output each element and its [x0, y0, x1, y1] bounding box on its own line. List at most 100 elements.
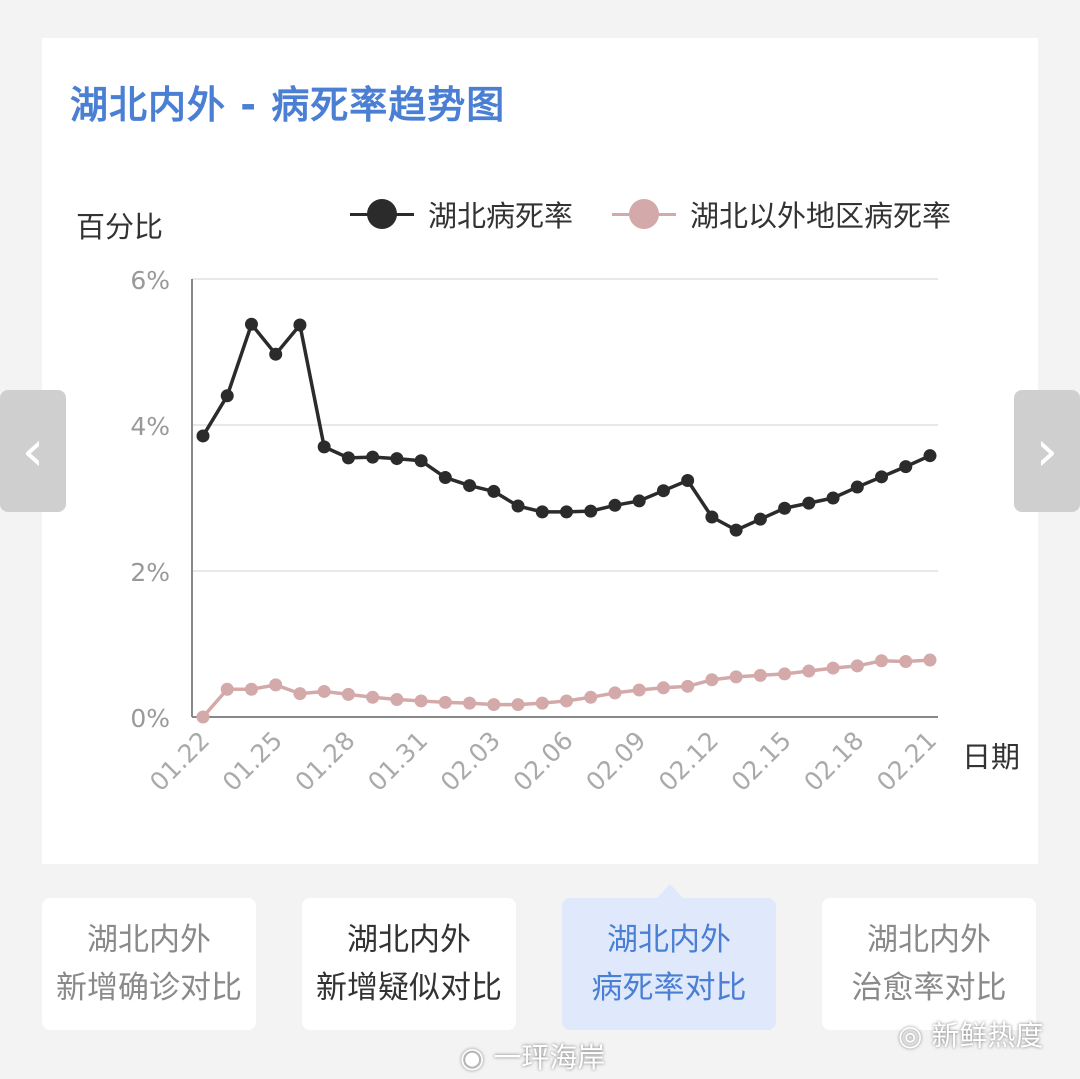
- data-point: [923, 449, 937, 463]
- data-point: [438, 695, 452, 709]
- tab-line1: 湖北内外: [87, 922, 211, 958]
- data-point: [632, 494, 646, 508]
- data-point: [293, 687, 307, 701]
- data-point: [196, 429, 210, 443]
- data-point: [535, 505, 549, 519]
- data-point: [317, 440, 331, 454]
- x-axis-label: 日期: [962, 740, 1021, 774]
- y-tick-label: 2%: [130, 558, 170, 587]
- data-point: [850, 480, 864, 494]
- data-point: [244, 317, 258, 331]
- x-tick-label: 01.31: [362, 726, 433, 797]
- data-point: [390, 692, 404, 706]
- x-tick-label: 02.15: [726, 726, 797, 797]
- weibo-watermark: ◉ 一玶海岸: [460, 1036, 605, 1076]
- data-point: [511, 698, 525, 712]
- data-point: [584, 690, 598, 704]
- prev-arrow-button[interactable]: ‹: [0, 390, 66, 512]
- legend-label-hubei: 湖北病死率: [428, 199, 574, 233]
- data-point: [511, 499, 525, 513]
- data-point: [608, 686, 622, 700]
- data-point: [244, 682, 258, 696]
- data-point: [220, 389, 234, 403]
- x-tick-label: 02.09: [580, 726, 651, 797]
- tab-line1: 湖北内外: [867, 922, 991, 958]
- legend-marker-hubei: [350, 199, 414, 229]
- y-tick-label: 6%: [130, 266, 170, 295]
- data-point: [341, 687, 355, 701]
- data-point: [802, 496, 816, 510]
- chart-card: [42, 38, 1038, 864]
- x-tick-label: 01.22: [144, 726, 215, 797]
- data-point: [729, 523, 743, 537]
- data-point: [826, 491, 840, 505]
- x-tick-label: 02.03: [435, 726, 506, 797]
- next-arrow-button[interactable]: ›: [1014, 390, 1080, 512]
- data-point: [463, 479, 477, 493]
- tab-line2: 治愈率对比: [851, 970, 1007, 1006]
- y-axis-label: 百分比: [76, 210, 164, 244]
- data-point: [487, 484, 501, 498]
- data-point: [656, 681, 670, 695]
- wechat-watermark-text: 新鲜热度: [931, 1019, 1044, 1052]
- weibo-icon: ◉: [460, 1041, 494, 1074]
- tab-line1: 湖北内外: [347, 922, 471, 958]
- series-line-1: [201, 658, 931, 719]
- data-point: [463, 696, 477, 710]
- tab-line2: 新增疑似对比: [316, 970, 502, 1006]
- series-line-0: [201, 322, 931, 532]
- data-point: [535, 696, 549, 710]
- data-point: [753, 512, 767, 526]
- y-tick-label: 4%: [130, 412, 170, 441]
- tab-fatality-rate[interactable]: 湖北内外 病死率对比: [562, 898, 776, 1030]
- data-point: [875, 470, 889, 484]
- legend-marker-outside-hubei: [612, 199, 676, 229]
- data-point: [632, 683, 646, 697]
- data-point: [826, 661, 840, 675]
- tab-new-confirmed[interactable]: 湖北内外 新增确诊对比: [42, 898, 256, 1030]
- data-point: [850, 659, 864, 673]
- weibo-watermark-text: 一玶海岸: [493, 1041, 606, 1074]
- data-point: [875, 654, 889, 668]
- x-tick-label: 02.12: [653, 726, 724, 797]
- y-tick-label: 0%: [130, 704, 170, 733]
- chart-title: 湖北内外 - 病死率趋势图: [70, 83, 506, 127]
- x-tick-label: 02.21: [871, 726, 942, 797]
- tab-new-suspected[interactable]: 湖北内外 新增疑似对比: [302, 898, 516, 1030]
- data-point: [729, 670, 743, 684]
- data-point: [560, 505, 573, 519]
- data-point: [390, 452, 404, 466]
- tab-line2: 新增确诊对比: [56, 970, 242, 1006]
- data-point: [899, 655, 913, 669]
- legend-item-outside-hubei[interactable]: 湖北以外地区病死率: [612, 193, 951, 235]
- data-point: [414, 454, 428, 468]
- data-point: [923, 653, 937, 667]
- data-point: [293, 318, 307, 332]
- chevron-left-icon: ‹: [21, 418, 45, 484]
- data-point: [560, 694, 573, 708]
- data-point: [753, 668, 767, 682]
- data-point: [802, 664, 816, 678]
- data-point: [366, 450, 380, 464]
- legend-item-hubei[interactable]: 湖北病死率: [350, 193, 573, 235]
- wechat-watermark: ◎ 新鲜热度: [898, 1014, 1043, 1054]
- chevron-right-icon: ›: [1035, 418, 1059, 484]
- data-point: [899, 460, 913, 474]
- x-tick-label: 01.25: [217, 726, 288, 797]
- data-point: [681, 679, 695, 693]
- tab-line2: 病死率对比: [591, 970, 747, 1006]
- data-point: [705, 510, 719, 524]
- data-point: [681, 473, 695, 487]
- data-point: [705, 673, 719, 687]
- data-point: [656, 484, 670, 498]
- x-tick-label: 02.06: [508, 726, 579, 797]
- data-point: [366, 690, 380, 704]
- data-point: [778, 501, 792, 515]
- tab-cure-rate[interactable]: 湖北内外 治愈率对比: [822, 898, 1036, 1030]
- data-point: [487, 698, 501, 712]
- data-point: [269, 347, 283, 361]
- data-point: [269, 678, 283, 692]
- data-point: [778, 667, 792, 681]
- data-point: [196, 710, 210, 724]
